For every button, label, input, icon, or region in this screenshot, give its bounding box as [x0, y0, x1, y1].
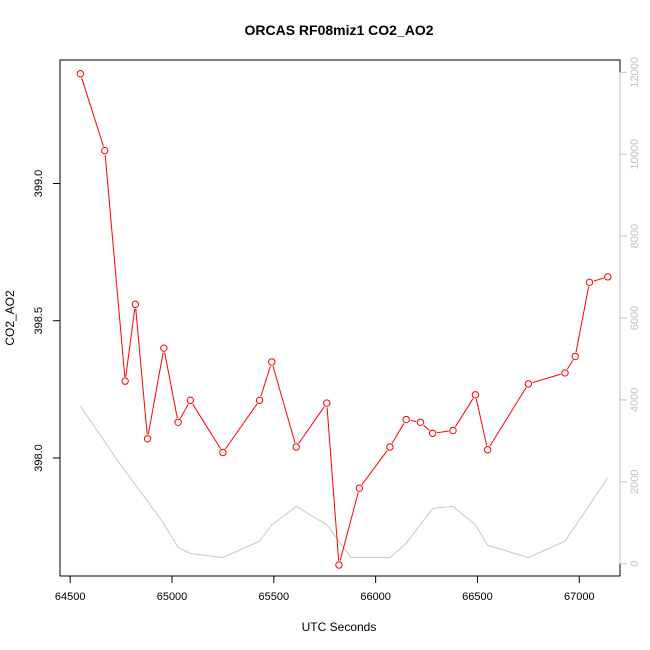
series-line-segment [454, 398, 474, 428]
secondary-series-line [79, 405, 609, 559]
data-point [131, 300, 140, 308]
series-line-segment [125, 308, 136, 377]
series-line-segment [361, 450, 388, 485]
series-line-segment [593, 277, 604, 282]
left-axis: 398.0 398.5 399.0 [33, 170, 61, 472]
series-line-segment [423, 424, 430, 431]
x-tick-label: 64500 [55, 591, 86, 603]
data-point [255, 396, 264, 405]
y-axis-label: CO2_AO2 [3, 290, 17, 346]
data-point [335, 561, 343, 569]
y2-tick-label: 8000 [629, 224, 641, 248]
series-line-segment [298, 406, 325, 444]
data-point [402, 415, 410, 424]
data-point [121, 377, 129, 385]
data-point [101, 146, 109, 155]
data-point [143, 435, 152, 443]
data-point [471, 391, 480, 399]
data-point [76, 70, 85, 78]
x-tick-label: 66500 [462, 591, 493, 603]
plot-frame [59, 59, 621, 577]
series-line-segment [260, 365, 271, 397]
data-point [219, 448, 227, 457]
x-tick-label: 65500 [259, 591, 290, 603]
series-line-segment [192, 403, 222, 450]
series-line-segment [326, 407, 340, 561]
x-tick-label: 66000 [360, 591, 391, 603]
series-line-segment [147, 352, 164, 435]
series-line-segment [566, 359, 574, 370]
series-line-segment [104, 154, 126, 377]
data-point [174, 418, 182, 426]
series-line-segment [436, 430, 449, 434]
series-line-segment [179, 403, 189, 419]
y-tick-label: 399.0 [33, 170, 45, 198]
data-point [561, 369, 569, 377]
x-axis-label: UTC Seconds [302, 620, 377, 634]
series-line-segment [489, 387, 527, 447]
series-layer [76, 70, 612, 569]
y-tick-label: 398.5 [33, 307, 45, 335]
data-point [292, 443, 300, 451]
series-line-segment [532, 373, 561, 384]
series-line-segment [575, 286, 590, 353]
data-point [386, 443, 394, 451]
series-line-segment [339, 492, 359, 561]
data-point [524, 380, 533, 388]
data-point [449, 426, 457, 435]
series-line-segment [225, 403, 258, 450]
data-point [571, 352, 579, 361]
chart-title: ORCAS RF08miz1 CO2_AO2 [244, 22, 433, 38]
y2-tick-label: 6000 [629, 306, 641, 330]
y2-tick-label: 2000 [629, 470, 641, 494]
data-point [186, 396, 195, 405]
data-point [323, 399, 331, 407]
data-point [416, 418, 425, 426]
y-tick-label: 398.0 [33, 444, 45, 472]
series-line-segment [272, 366, 296, 443]
y2-tick-label: 4000 [629, 388, 641, 412]
series-line-segment [475, 399, 488, 446]
right-axis: 0 2000 4000 6000 8000 10000 12000 [619, 57, 641, 567]
data-point [355, 484, 364, 492]
bottom-axis: 64500 65000 65500 66000 66500 67000 [55, 575, 595, 603]
y2-tick-label: 10000 [629, 139, 641, 170]
series-line-segment [135, 308, 148, 435]
x-tick-label: 65000 [157, 591, 188, 603]
series-line-segment [164, 352, 178, 419]
data-point [604, 273, 612, 281]
data-point [428, 429, 437, 437]
series-line-segment [410, 419, 417, 422]
y2-tick-label: 12000 [629, 57, 641, 88]
series-line-segment [81, 77, 104, 147]
y2-tick-label: 0 [629, 561, 641, 567]
x-tick-label: 67000 [564, 591, 595, 603]
data-point [160, 344, 168, 352]
data-point [483, 446, 492, 454]
data-point [585, 278, 594, 287]
series-line-segment [391, 423, 405, 444]
data-point [268, 358, 276, 366]
